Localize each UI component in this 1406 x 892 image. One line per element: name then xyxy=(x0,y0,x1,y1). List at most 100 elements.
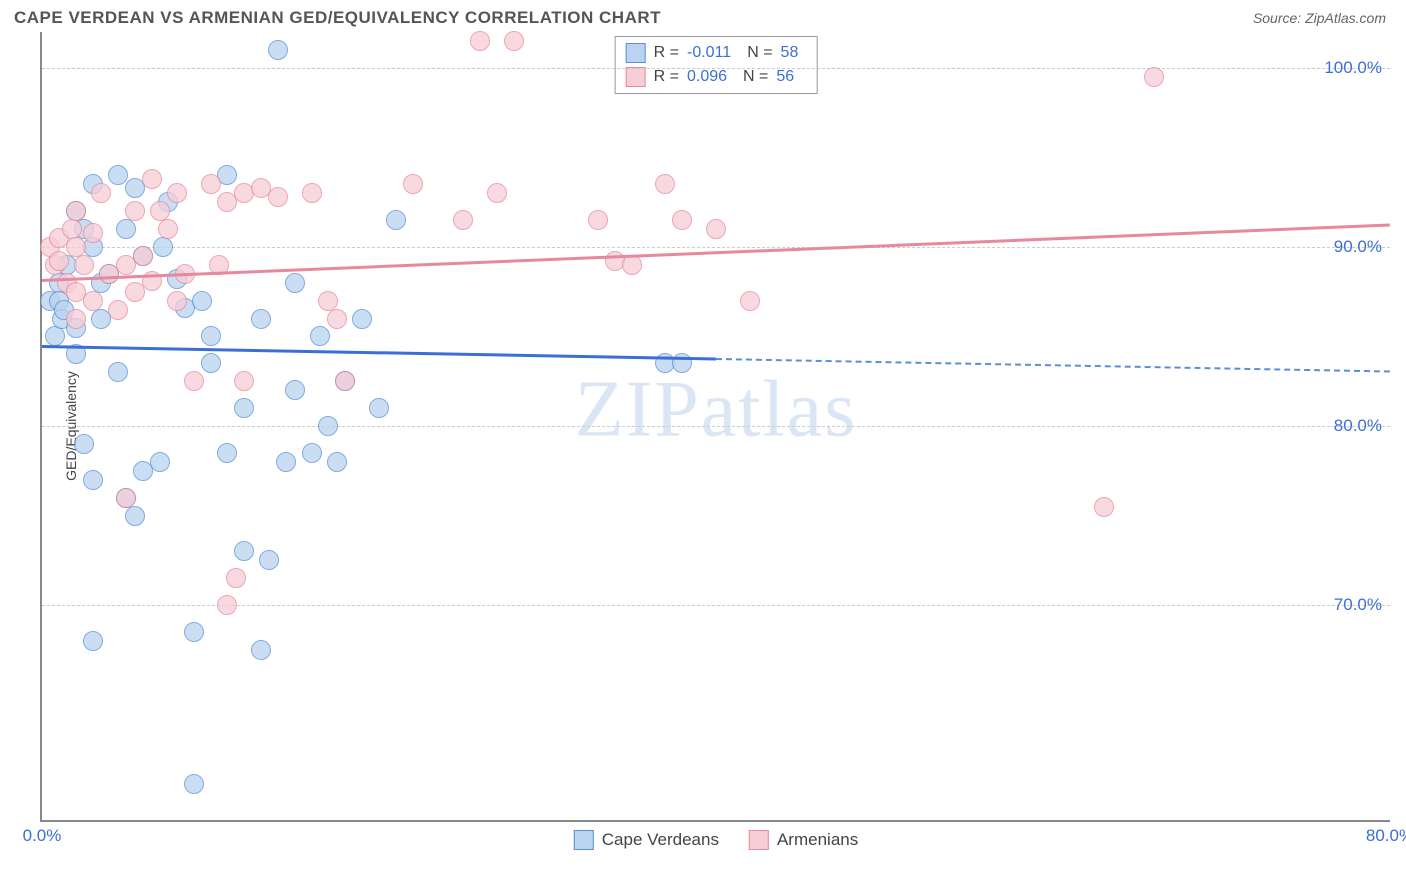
scatter-point xyxy=(470,31,490,51)
scatter-point xyxy=(1144,67,1164,87)
chart-plot-area: GED/Equivalency ZIPatlas R =-0.011N =58R… xyxy=(40,32,1390,822)
scatter-point xyxy=(226,568,246,588)
gridline xyxy=(42,247,1390,248)
scatter-point xyxy=(302,183,322,203)
legend-label: Armenians xyxy=(777,830,858,850)
scatter-point xyxy=(369,398,389,418)
legend-n-label: N = xyxy=(743,68,768,86)
scatter-point xyxy=(504,31,524,51)
scatter-point xyxy=(184,371,204,391)
scatter-point xyxy=(706,219,726,239)
scatter-point xyxy=(49,251,69,271)
chart-title: CAPE VERDEAN VS ARMENIAN GED/EQUIVALENCY… xyxy=(14,8,661,28)
scatter-point xyxy=(91,183,111,203)
scatter-point xyxy=(335,371,355,391)
scatter-point xyxy=(158,219,178,239)
scatter-point xyxy=(66,309,86,329)
legend-n-value: 58 xyxy=(781,44,799,62)
correlation-legend: R =-0.011N =58R =0.096N =56 xyxy=(615,36,818,94)
scatter-point xyxy=(184,622,204,642)
watermark: ZIPatlas xyxy=(575,365,858,456)
scatter-point xyxy=(217,595,237,615)
scatter-point xyxy=(133,246,153,266)
scatter-point xyxy=(125,506,145,526)
scatter-point xyxy=(622,255,642,275)
scatter-point xyxy=(386,210,406,230)
scatter-point xyxy=(259,550,279,570)
legend-n-value: 56 xyxy=(776,68,794,86)
scatter-point xyxy=(150,452,170,472)
scatter-point xyxy=(167,291,187,311)
chart-source: Source: ZipAtlas.com xyxy=(1253,10,1386,26)
scatter-point xyxy=(83,631,103,651)
scatter-point xyxy=(251,640,271,660)
scatter-point xyxy=(153,237,173,257)
scatter-point xyxy=(268,187,288,207)
scatter-point xyxy=(167,183,187,203)
legend-r-label: R = xyxy=(654,68,679,86)
scatter-point xyxy=(251,309,271,329)
scatter-point xyxy=(285,380,305,400)
scatter-point xyxy=(302,443,322,463)
scatter-point xyxy=(285,273,305,293)
scatter-point xyxy=(672,210,692,230)
trend-line-extrapolated xyxy=(716,358,1390,373)
scatter-point xyxy=(192,291,212,311)
scatter-point xyxy=(268,40,288,60)
scatter-point xyxy=(403,174,423,194)
y-tick-label: 80.0% xyxy=(1334,416,1382,436)
scatter-point xyxy=(184,774,204,794)
legend-r-value: 0.096 xyxy=(687,68,727,86)
legend-swatch xyxy=(626,43,646,63)
scatter-point xyxy=(45,326,65,346)
legend-r-label: R = xyxy=(654,44,679,62)
scatter-point xyxy=(234,541,254,561)
legend-label: Cape Verdeans xyxy=(602,830,719,850)
gridline xyxy=(42,605,1390,606)
scatter-point xyxy=(125,201,145,221)
scatter-point xyxy=(453,210,473,230)
y-tick-label: 70.0% xyxy=(1334,595,1382,615)
legend-stats-row: R = -0.011 N = 58 xyxy=(626,41,807,65)
legend-swatch xyxy=(626,67,646,87)
scatter-point xyxy=(201,174,221,194)
scatter-point xyxy=(318,416,338,436)
scatter-point xyxy=(217,443,237,463)
scatter-point xyxy=(655,174,675,194)
legend-swatch xyxy=(574,830,594,850)
scatter-point xyxy=(588,210,608,230)
gridline xyxy=(42,426,1390,427)
series-legend: Cape Verdeans Armenians xyxy=(574,830,858,850)
scatter-point xyxy=(74,255,94,275)
scatter-point xyxy=(83,223,103,243)
scatter-point xyxy=(66,201,86,221)
x-tick-label: 0.0% xyxy=(23,826,62,846)
scatter-point xyxy=(62,219,82,239)
scatter-point xyxy=(352,309,372,329)
y-tick-label: 90.0% xyxy=(1334,237,1382,257)
scatter-point xyxy=(487,183,507,203)
legend-swatch xyxy=(749,830,769,850)
legend-r-value: -0.011 xyxy=(687,44,731,62)
scatter-point xyxy=(234,398,254,418)
scatter-point xyxy=(108,300,128,320)
scatter-point xyxy=(1094,497,1114,517)
scatter-point xyxy=(327,452,347,472)
scatter-point xyxy=(310,326,330,346)
scatter-point xyxy=(234,371,254,391)
legend-n-label: N = xyxy=(747,44,772,62)
gridline xyxy=(42,68,1390,69)
scatter-point xyxy=(276,452,296,472)
scatter-point xyxy=(201,326,221,346)
x-tick-label: 80.0% xyxy=(1366,826,1406,846)
scatter-point xyxy=(108,362,128,382)
scatter-point xyxy=(327,309,347,329)
y-tick-label: 100.0% xyxy=(1324,58,1382,78)
scatter-point xyxy=(74,434,94,454)
scatter-point xyxy=(201,353,221,373)
scatter-point xyxy=(83,291,103,311)
trend-line xyxy=(42,345,716,360)
scatter-point xyxy=(83,470,103,490)
scatter-point xyxy=(116,488,136,508)
legend-item: Cape Verdeans xyxy=(574,830,719,850)
